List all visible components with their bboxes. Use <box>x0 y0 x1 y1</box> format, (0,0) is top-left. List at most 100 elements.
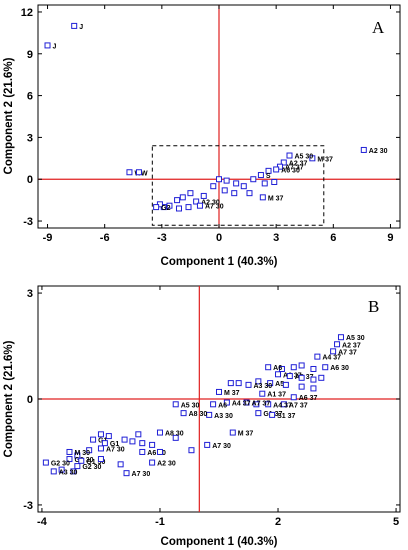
point-label: A5 <box>275 381 284 388</box>
data-point <box>135 431 142 438</box>
data-point <box>193 198 200 205</box>
x-tick-label: -6 <box>100 232 110 244</box>
data-point <box>310 385 317 392</box>
data-point <box>298 362 305 369</box>
data-point <box>223 177 230 184</box>
point-label: A6 37 <box>299 395 318 402</box>
data-point <box>206 411 213 418</box>
data-point <box>250 176 257 183</box>
data-point <box>74 463 81 470</box>
data-point <box>123 470 130 477</box>
data-point <box>322 364 329 371</box>
data-point <box>153 204 160 211</box>
data-point <box>204 441 211 448</box>
y-tick-label: -3 <box>23 500 33 512</box>
point-label: A2 30 <box>369 148 388 155</box>
data-point <box>278 365 285 372</box>
data-point <box>261 180 268 187</box>
x-tick-label: -4 <box>37 516 48 528</box>
data-point <box>174 197 181 204</box>
data-point <box>139 448 146 455</box>
data-point <box>314 353 321 360</box>
data-point <box>166 202 173 209</box>
x-tick-label: 6 <box>330 232 336 244</box>
data-point <box>259 390 266 397</box>
x-tick-label: 3 <box>273 232 279 244</box>
data-point <box>246 190 253 197</box>
data-point <box>78 457 85 464</box>
y-tick-label: 3 <box>27 288 33 300</box>
point-label: A6 <box>273 365 282 372</box>
data-point <box>282 381 289 388</box>
point-label: A7 37 <box>289 402 308 409</box>
data-point <box>337 334 344 341</box>
data-point <box>121 436 128 443</box>
point-label: S <box>266 173 271 180</box>
data-point <box>271 179 278 186</box>
y-tick-label: 6 <box>27 91 33 103</box>
point-label: A4 37 <box>322 355 341 362</box>
data-point <box>243 399 250 406</box>
point-label: G1 <box>110 441 119 448</box>
data-point <box>286 152 293 159</box>
axis-ticks-b: -4 -1 2 5 -3 0 3 <box>23 286 400 528</box>
point-label: J <box>79 24 83 31</box>
point-label: A4 37 <box>232 401 251 408</box>
data-point <box>126 169 133 176</box>
data-point <box>216 388 222 395</box>
data-point <box>253 401 260 408</box>
data-point <box>298 374 305 381</box>
data-point <box>310 376 317 383</box>
data-point <box>360 146 367 153</box>
point-label: M 30 <box>74 450 90 457</box>
data-point <box>290 394 297 401</box>
data-point <box>233 180 240 187</box>
x-tick-label: 0 <box>216 232 222 244</box>
data-point <box>210 401 217 408</box>
point-label: M 37 <box>224 390 240 397</box>
point-label: A1 37 <box>267 392 286 399</box>
data-point <box>280 401 287 408</box>
data-point <box>275 371 282 378</box>
data-point <box>221 187 228 194</box>
point-label: A7 30 <box>132 471 151 478</box>
data-point <box>42 459 49 466</box>
point-label: A6 30 <box>330 365 349 372</box>
point-label: A4 37 <box>273 402 292 409</box>
data-point <box>97 445 104 452</box>
x-tick-label: 5 <box>393 516 399 528</box>
point-label: S1 37 <box>277 413 295 420</box>
x-tick-label: 2 <box>275 516 281 528</box>
data-point <box>330 348 337 355</box>
axis-ticks-a: -9 -6 -3 0 3 6 9 -3 0 3 6 9 12 <box>21 5 400 244</box>
point-label: A7 30 <box>106 446 125 453</box>
point-label: A5 30 <box>346 335 365 342</box>
data-point <box>156 448 163 455</box>
point-label: A2 37 <box>289 160 308 167</box>
data-point <box>231 190 238 197</box>
data-point <box>86 447 93 454</box>
panel-letter-a: A <box>372 18 385 37</box>
data-point <box>223 399 230 406</box>
data-point <box>149 441 156 448</box>
data-point <box>286 373 293 380</box>
data-point <box>265 401 272 408</box>
data-point <box>255 378 262 385</box>
data-point <box>101 440 108 447</box>
point-label: G2 <box>161 205 170 212</box>
zoom-box-a <box>151 145 325 226</box>
data-point <box>188 447 195 454</box>
y-tick-label: 12 <box>21 7 33 19</box>
data-point <box>117 461 124 468</box>
point-label: M 37 <box>238 431 254 438</box>
data-point <box>139 440 146 447</box>
x-tick-label: -9 <box>43 232 53 244</box>
data-point <box>44 42 51 49</box>
data-point <box>185 204 192 211</box>
x-tick-label: 9 <box>387 232 393 244</box>
panel-letter-b: B <box>368 297 379 316</box>
data-point <box>265 167 272 174</box>
